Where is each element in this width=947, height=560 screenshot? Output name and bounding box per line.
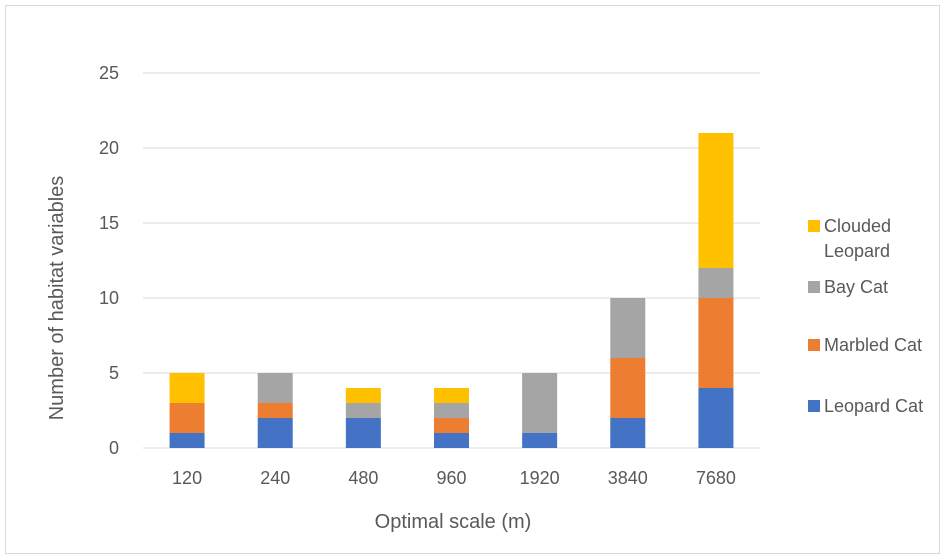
legend-label-marbled-cat: Marbled Cat	[824, 335, 922, 355]
y-tick-label: 15	[99, 213, 119, 233]
y-tick-label: 20	[99, 138, 119, 158]
bar-leopard-cat-120	[169, 433, 205, 448]
bar-clouded-leopard-480	[345, 388, 381, 403]
bar-bay-cat-1920	[522, 373, 558, 433]
bar-marbled-cat-120	[169, 403, 205, 433]
x-tick-label: 3840	[608, 468, 648, 488]
x-tick-label: 960	[436, 468, 466, 488]
bar-bay-cat-3840	[610, 298, 646, 358]
y-tick-label: 25	[99, 63, 119, 83]
bar-marbled-cat-7680	[698, 298, 734, 388]
bar-clouded-leopard-960	[434, 388, 469, 403]
legend-label-bay-cat: Bay Cat	[824, 277, 888, 297]
bar-bay-cat-240	[257, 373, 293, 403]
y-tick-label: 10	[99, 288, 119, 308]
y-axis-ticks: 0 5 10 15 20 25	[99, 63, 119, 458]
x-tick-label: 240	[260, 468, 290, 488]
legend-swatch-marbled-cat	[808, 339, 820, 351]
legend-item-leopard-cat: Leopard Cat	[808, 396, 923, 416]
x-axis-ticks: 120 240 480 960 1920 3840 7680	[172, 468, 736, 488]
bar-leopard-cat-480	[345, 418, 381, 448]
bar-leopard-cat-7680	[698, 388, 734, 448]
y-axis-title: Number of habitat variables	[46, 176, 68, 421]
bar-marbled-cat-3840	[610, 358, 646, 418]
x-axis-title: Optimal scale (m)	[375, 511, 532, 533]
bar-bay-cat-7680	[698, 268, 734, 298]
bar-clouded-leopard-120	[169, 373, 205, 403]
legend-item-bay-cat: Bay Cat	[808, 277, 888, 297]
x-tick-label: 1920	[520, 468, 560, 488]
chart-frame	[5, 5, 940, 554]
bar-clouded-leopard-7680	[698, 133, 734, 268]
x-tick-label: 120	[172, 468, 202, 488]
legend-swatch-bay-cat	[808, 281, 820, 293]
bars	[169, 133, 734, 448]
legend-item-marbled-cat: Marbled Cat	[808, 335, 922, 355]
bar-leopard-cat-960	[434, 433, 469, 448]
legend-swatch-leopard-cat	[808, 400, 820, 412]
legend-label-leopard-cat: Leopard Cat	[824, 396, 923, 416]
x-tick-label: 480	[348, 468, 378, 488]
bar-leopard-cat-3840	[610, 418, 646, 448]
bar-marbled-cat-240	[257, 403, 293, 418]
y-tick-label: 5	[109, 363, 119, 383]
bar-marbled-cat-960	[434, 418, 469, 433]
x-tick-label: 7680	[696, 468, 736, 488]
legend-label-clouded-leopard: Clouded Leopard	[824, 216, 891, 261]
gridlines	[143, 72, 760, 449]
y-tick-label: 0	[109, 438, 119, 458]
bar-bay-cat-480	[345, 403, 381, 418]
legend-swatch-clouded-leopard	[808, 220, 820, 232]
bar-leopard-cat-240	[257, 418, 293, 448]
legend: Clouded Leopard Bay Cat Marbled Cat Leopard …	[808, 216, 923, 416]
bar-bay-cat-960	[434, 403, 469, 418]
legend-item-clouded-leopard: Clouded Leopard	[808, 216, 891, 261]
bar-leopard-cat-1920	[522, 433, 558, 448]
